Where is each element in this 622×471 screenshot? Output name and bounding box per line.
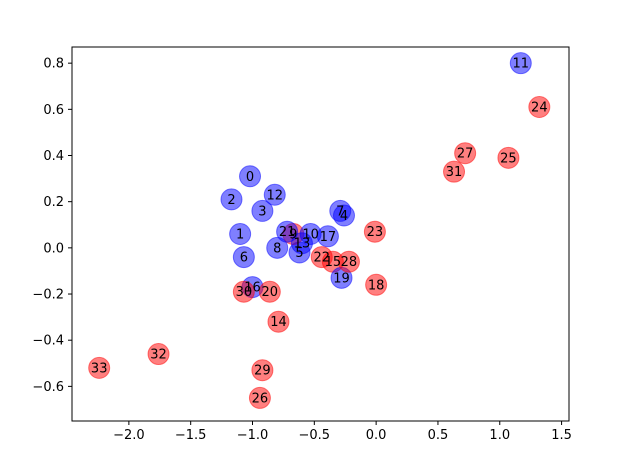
point-label: 16 xyxy=(244,281,261,296)
data-point-20 xyxy=(258,280,281,303)
data-point-0 xyxy=(239,165,262,188)
point-label: 28 xyxy=(341,255,358,270)
x-tick-label: −2.0 xyxy=(113,428,145,443)
x-tick-label: −1.5 xyxy=(175,428,207,443)
data-point-2 xyxy=(220,188,243,211)
point-label: 4 xyxy=(340,209,348,224)
x-tick-label: 1.5 xyxy=(551,428,572,443)
data-point-32 xyxy=(147,343,170,366)
point-label: 3 xyxy=(258,204,266,219)
y-tick-label: −0.4 xyxy=(32,334,64,349)
data-point-8 xyxy=(266,236,289,259)
point-label: 33 xyxy=(91,361,108,376)
data-point-26 xyxy=(248,386,271,409)
point-label: 13 xyxy=(294,237,311,252)
x-tick-label: 0.0 xyxy=(366,428,387,443)
data-point-14 xyxy=(267,310,290,333)
point-label: 24 xyxy=(531,101,548,116)
point-label: 27 xyxy=(457,147,474,162)
point-label: 26 xyxy=(252,391,269,406)
point-label: 6 xyxy=(240,251,248,266)
point-label: 23 xyxy=(367,225,384,240)
y-tick-label: 0.2 xyxy=(43,195,64,210)
point-label: 29 xyxy=(254,364,271,379)
point-label: 11 xyxy=(513,57,530,72)
point-label: 15 xyxy=(325,255,342,270)
y-tick-label: 0.0 xyxy=(43,241,64,256)
point-label: 2 xyxy=(227,193,235,208)
point-label: 9 xyxy=(289,228,297,243)
y-tick-label: 0.8 xyxy=(43,57,64,72)
data-point-7 xyxy=(329,199,352,222)
point-label: 19 xyxy=(333,271,350,286)
data-point-11 xyxy=(509,52,532,75)
point-label: 1 xyxy=(236,228,244,243)
point-label: 32 xyxy=(150,348,167,363)
x-tick-label: −0.5 xyxy=(299,428,331,443)
x-tick-label: 0.5 xyxy=(428,428,449,443)
point-label: 8 xyxy=(273,241,281,256)
data-point-27 xyxy=(454,142,477,165)
point-label: 12 xyxy=(266,188,283,203)
point-label: 18 xyxy=(368,278,385,293)
y-axis: −0.6 −0.4 −0.2 0.0 0.2 0.4 0.6 0.8 xyxy=(32,57,72,395)
point-label: 0 xyxy=(246,170,254,185)
data-point-13 xyxy=(290,232,313,255)
data-point-22 xyxy=(310,246,333,269)
point-label: 22 xyxy=(313,251,330,266)
point-label: 7 xyxy=(336,204,344,219)
data-point-1 xyxy=(229,223,252,245)
y-tick-label: −0.6 xyxy=(32,380,64,395)
plot-frame xyxy=(71,46,570,422)
point-label: 21 xyxy=(279,225,296,240)
x-axis: −2.0 −1.5 −1.0 −0.5 0.0 0.5 1.0 1.5 xyxy=(113,421,572,443)
data-point-23 xyxy=(363,220,386,243)
data-point-17 xyxy=(316,225,339,248)
data-point-3 xyxy=(251,199,274,222)
y-tick-label: 0.4 xyxy=(43,149,64,164)
data-point-31 xyxy=(443,160,466,183)
data-point-33 xyxy=(88,356,111,379)
x-tick-label: 1.0 xyxy=(489,428,510,443)
point-label: 17 xyxy=(320,230,337,245)
data-point-30 xyxy=(232,280,255,303)
y-tick-label: −0.2 xyxy=(32,288,64,303)
point-label: 14 xyxy=(270,315,287,330)
y-tick-label: 0.6 xyxy=(43,103,64,118)
data-point-18 xyxy=(365,273,388,296)
point-label: 30 xyxy=(236,285,253,300)
data-point-29 xyxy=(251,359,274,382)
data-point-21 xyxy=(276,220,299,243)
point-label: 31 xyxy=(446,165,463,180)
data-point-25 xyxy=(497,146,520,169)
point-label: 25 xyxy=(500,151,517,166)
point-label: 5 xyxy=(295,246,303,261)
data-point-28 xyxy=(337,250,360,273)
x-tick-label: −1.0 xyxy=(237,428,269,443)
data-point-12 xyxy=(263,183,286,206)
point-label: 10 xyxy=(302,228,319,243)
data-point-6 xyxy=(232,246,255,269)
data-point-24 xyxy=(528,96,551,119)
point-label: 20 xyxy=(262,285,279,300)
